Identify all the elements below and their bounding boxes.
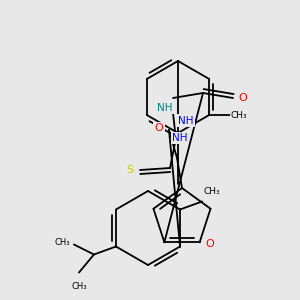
Text: NH: NH	[172, 133, 188, 143]
Text: NH: NH	[157, 103, 173, 113]
Text: CH₃: CH₃	[231, 110, 247, 119]
Text: CH₃: CH₃	[54, 238, 70, 247]
Text: S: S	[126, 165, 134, 175]
Text: NH: NH	[178, 116, 194, 125]
Text: CH₃: CH₃	[71, 282, 87, 291]
Text: CH₃: CH₃	[204, 187, 220, 196]
Text: O: O	[154, 123, 164, 133]
Text: O: O	[238, 93, 247, 103]
Text: O: O	[205, 239, 214, 249]
